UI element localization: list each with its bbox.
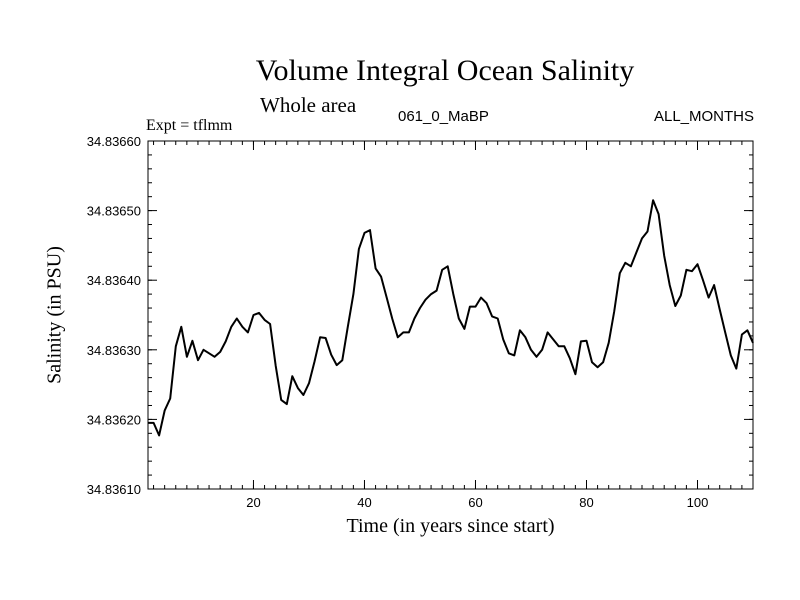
y-tick-label: 34.83660: [87, 134, 141, 149]
y-tick-label: 34.83620: [87, 412, 141, 427]
x-tick-label: 80: [579, 495, 593, 510]
months-label: ALL_MONTHS: [653, 108, 754, 125]
y-tick-label: 34.83640: [87, 273, 141, 288]
y-tick-label: 34.83610: [87, 482, 141, 497]
y-tick-label: 34.83650: [87, 204, 141, 219]
x-tick-label: 20: [246, 495, 260, 510]
x-tick-label: 100: [687, 495, 709, 510]
experiment-label: Expt = tflmm: [146, 117, 233, 134]
x-tick-label: 40: [357, 495, 371, 510]
series-line: [148, 199, 754, 437]
y-tick-label: 34.83630: [87, 343, 141, 358]
x-tick-label: 60: [468, 495, 482, 510]
chart-title: Volume Integral Ocean Salinity: [255, 54, 635, 87]
plot-frame: [147, 140, 754, 490]
x-axis-label: Time (in years since start): [346, 515, 555, 537]
experiment-id-label: 061_0_MaBP: [398, 108, 489, 125]
chart-subtitle: Whole area: [260, 93, 357, 117]
